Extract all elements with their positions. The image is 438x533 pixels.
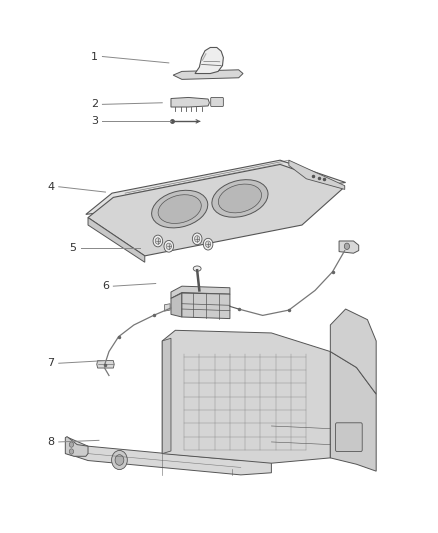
- Text: 3: 3: [91, 116, 98, 126]
- Ellipse shape: [158, 195, 201, 223]
- Polygon shape: [330, 352, 376, 471]
- Polygon shape: [86, 160, 346, 214]
- Polygon shape: [289, 160, 345, 189]
- Ellipse shape: [152, 190, 208, 228]
- Circle shape: [112, 450, 127, 470]
- Text: 4: 4: [47, 182, 54, 192]
- Polygon shape: [162, 338, 171, 454]
- Ellipse shape: [212, 180, 268, 217]
- Polygon shape: [182, 293, 230, 319]
- Circle shape: [205, 241, 211, 247]
- Polygon shape: [339, 241, 359, 253]
- FancyBboxPatch shape: [211, 98, 223, 107]
- Circle shape: [69, 442, 74, 447]
- Polygon shape: [162, 330, 330, 463]
- Circle shape: [115, 455, 124, 465]
- Text: 6: 6: [102, 281, 109, 291]
- Text: 1: 1: [91, 52, 98, 61]
- Polygon shape: [171, 293, 182, 317]
- Polygon shape: [330, 309, 376, 394]
- Text: 2: 2: [91, 99, 98, 109]
- Polygon shape: [164, 304, 170, 311]
- Polygon shape: [173, 70, 243, 79]
- Polygon shape: [88, 165, 345, 256]
- Polygon shape: [171, 98, 209, 107]
- Circle shape: [69, 449, 74, 454]
- Polygon shape: [65, 437, 88, 456]
- FancyBboxPatch shape: [336, 423, 362, 451]
- Polygon shape: [171, 286, 230, 298]
- Circle shape: [203, 238, 213, 250]
- Circle shape: [192, 233, 202, 245]
- Circle shape: [153, 235, 162, 247]
- Circle shape: [164, 240, 173, 252]
- Text: 8: 8: [47, 437, 54, 447]
- Polygon shape: [97, 361, 114, 368]
- Circle shape: [344, 243, 350, 249]
- Polygon shape: [195, 47, 223, 74]
- Polygon shape: [66, 438, 272, 475]
- Text: 7: 7: [47, 358, 54, 368]
- Circle shape: [155, 238, 160, 244]
- Text: 5: 5: [69, 243, 76, 253]
- Circle shape: [166, 243, 171, 249]
- Polygon shape: [88, 217, 145, 262]
- Ellipse shape: [193, 266, 201, 271]
- Ellipse shape: [219, 184, 261, 213]
- Circle shape: [194, 236, 200, 242]
